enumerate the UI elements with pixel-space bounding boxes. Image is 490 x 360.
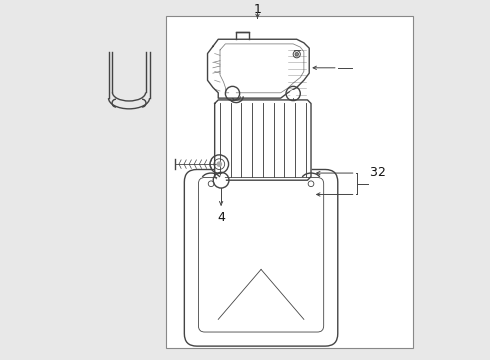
Polygon shape xyxy=(215,100,311,180)
FancyBboxPatch shape xyxy=(184,170,338,346)
Circle shape xyxy=(290,90,297,97)
Polygon shape xyxy=(208,39,309,98)
Circle shape xyxy=(229,90,236,97)
Text: 3: 3 xyxy=(369,166,377,179)
Text: 2: 2 xyxy=(377,166,385,179)
Circle shape xyxy=(295,53,298,56)
Text: 4: 4 xyxy=(217,211,225,224)
Text: 1: 1 xyxy=(253,3,262,16)
Bar xyxy=(167,16,413,348)
Circle shape xyxy=(217,176,225,184)
Circle shape xyxy=(217,161,222,167)
